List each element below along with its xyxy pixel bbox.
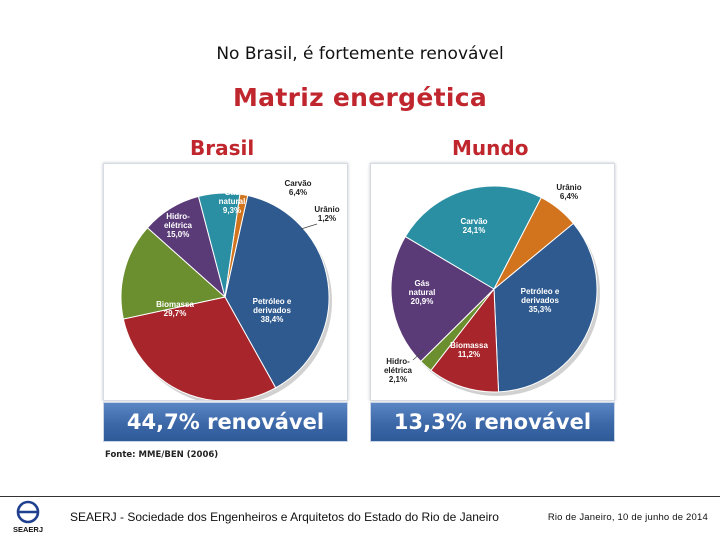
brasil-label-gas-natural: Gás natural 9,3% (219, 188, 246, 215)
brasil-label-name-cont: natural (219, 197, 246, 206)
brasil-label-name-cont: derivados (253, 306, 291, 315)
brasil-chart-title: Brasil (190, 136, 255, 160)
brasil-label-value: 6,4% (289, 188, 307, 197)
brasil-label-name: Hidro- (166, 212, 190, 221)
mundo-label-value: 20,9% (411, 297, 434, 306)
logo-label: SEAERJ (12, 525, 43, 534)
brasil-label-name: Biomassa (156, 300, 194, 309)
mundo-label-name: Carvão (460, 217, 487, 226)
mundo-slice-petroleo-e-derivados (493, 222, 598, 393)
mundo-label-value: 24,1% (463, 226, 486, 235)
brasil-label-value: 29,7% (164, 309, 187, 318)
brasil-slice-petroleo-e-derivados (224, 194, 330, 389)
brasil-chart-panel: Petróleo e derivados 38,4% Biomassa 29,7% Hid… (103, 163, 348, 405)
mundo-label-name: Urânio (556, 183, 581, 192)
mundo-label-uranio: Urânio 6,4% (556, 183, 581, 201)
brasil-label-value: 9,3% (223, 206, 241, 215)
mundo-label-value: 2,1% (389, 375, 407, 384)
source-note: Fonte: MME/BEN (2006) (105, 450, 219, 460)
mundo-slice-biomassa (430, 287, 500, 393)
seaerj-logo-icon (16, 500, 40, 524)
brasil-label-hidro-eletrica: Hidro-elétrica 15,0% (164, 212, 193, 239)
brasil-label-value: 38,4% (261, 315, 284, 324)
mundo-label-name-cont: natural (409, 288, 436, 297)
mundo-label-name: Biomassa (450, 341, 488, 350)
mundo-label-gas-natural: Gás natural 20,9% (409, 279, 436, 306)
footer-divider (0, 496, 720, 497)
brasil-slice-hidro-eletrica (120, 227, 227, 320)
brasil-slice-biomassa (122, 296, 277, 402)
mundo-slice-carvao (404, 185, 543, 290)
brasil-label-value: 1,2% (318, 214, 336, 223)
brasil-label-uranio: Urânio 1,2% (314, 205, 339, 223)
mundo-chart-panel: Petróleo e derivados 35,3% Biomassa 11,2% Hid… (370, 163, 615, 401)
mundo-label-name-cont: derivados (521, 296, 559, 305)
mundo-renewable-banner: 13,3% renovável (370, 402, 615, 442)
brasil-pie-chart: Petróleo e derivados 38,4% Biomassa 29,7% Hid… (120, 179, 340, 405)
mundo-label-name: Hidro- (386, 357, 410, 366)
brasil-label-petroleo-e-derivados: Petróleo e derivados 38,4% (253, 297, 292, 324)
footer-organization: SEAERJ - Sociedade dos Engenheiros e Arq… (70, 510, 499, 524)
brasil-label-name: Urânio (314, 205, 339, 214)
brasil-label-biomassa: Biomassa 29,7% (156, 300, 194, 318)
brasil-renewable-banner: 44,7% renovável (103, 402, 348, 442)
mundo-label-name: Petróleo e (521, 287, 560, 296)
mundo-label-petroleo-e-derivados: Petróleo e derivados 35,3% (521, 287, 560, 314)
mundo-label-value: 6,4% (560, 192, 578, 201)
mundo-hidro-leader (412, 349, 425, 361)
seaerj-logo: SEAERJ (8, 500, 48, 536)
mundo-slice-uranio (493, 196, 575, 290)
brasil-uranio-leader (300, 223, 318, 230)
mundo-label-name-cont: elétrica (384, 366, 413, 375)
mundo-slice-gas-natural (390, 235, 495, 363)
brasil-label-name: Petróleo e (253, 297, 292, 306)
brasil-label-value: 15,0% (167, 230, 190, 239)
brasil-label-name: Carvão (284, 179, 311, 188)
mundo-label-value: 11,2% (458, 350, 480, 359)
mundo-label-carvao: Carvão 24,1% (460, 217, 487, 235)
mundo-label-value: 35,3% (529, 305, 552, 314)
mundo-label-hidro-eletrica: Hidro-elétrica 2,1% (384, 357, 413, 384)
slide-title: No Brasil, é fortemente renovável (216, 44, 504, 64)
mundo-label-name: Gás (414, 279, 430, 288)
chart-main-title: Matriz energética (232, 83, 488, 112)
mundo-chart-title: Mundo (452, 136, 529, 160)
brasil-slice-uranio (224, 193, 249, 298)
mundo-label-biomassa: Biomassa 11,2% (450, 341, 488, 359)
brasil-label-name: Gás (224, 188, 240, 197)
mundo-pie-chart: Petróleo e derivados 35,3% Biomassa 11,2% Hid… (384, 183, 600, 396)
footer-date: Rio de Janeiro, 10 de junho de 2014 (547, 512, 708, 523)
brasil-label-name-cont: elétrica (164, 221, 193, 230)
brasil-label-carvao: Carvão 6,4% (284, 179, 311, 197)
